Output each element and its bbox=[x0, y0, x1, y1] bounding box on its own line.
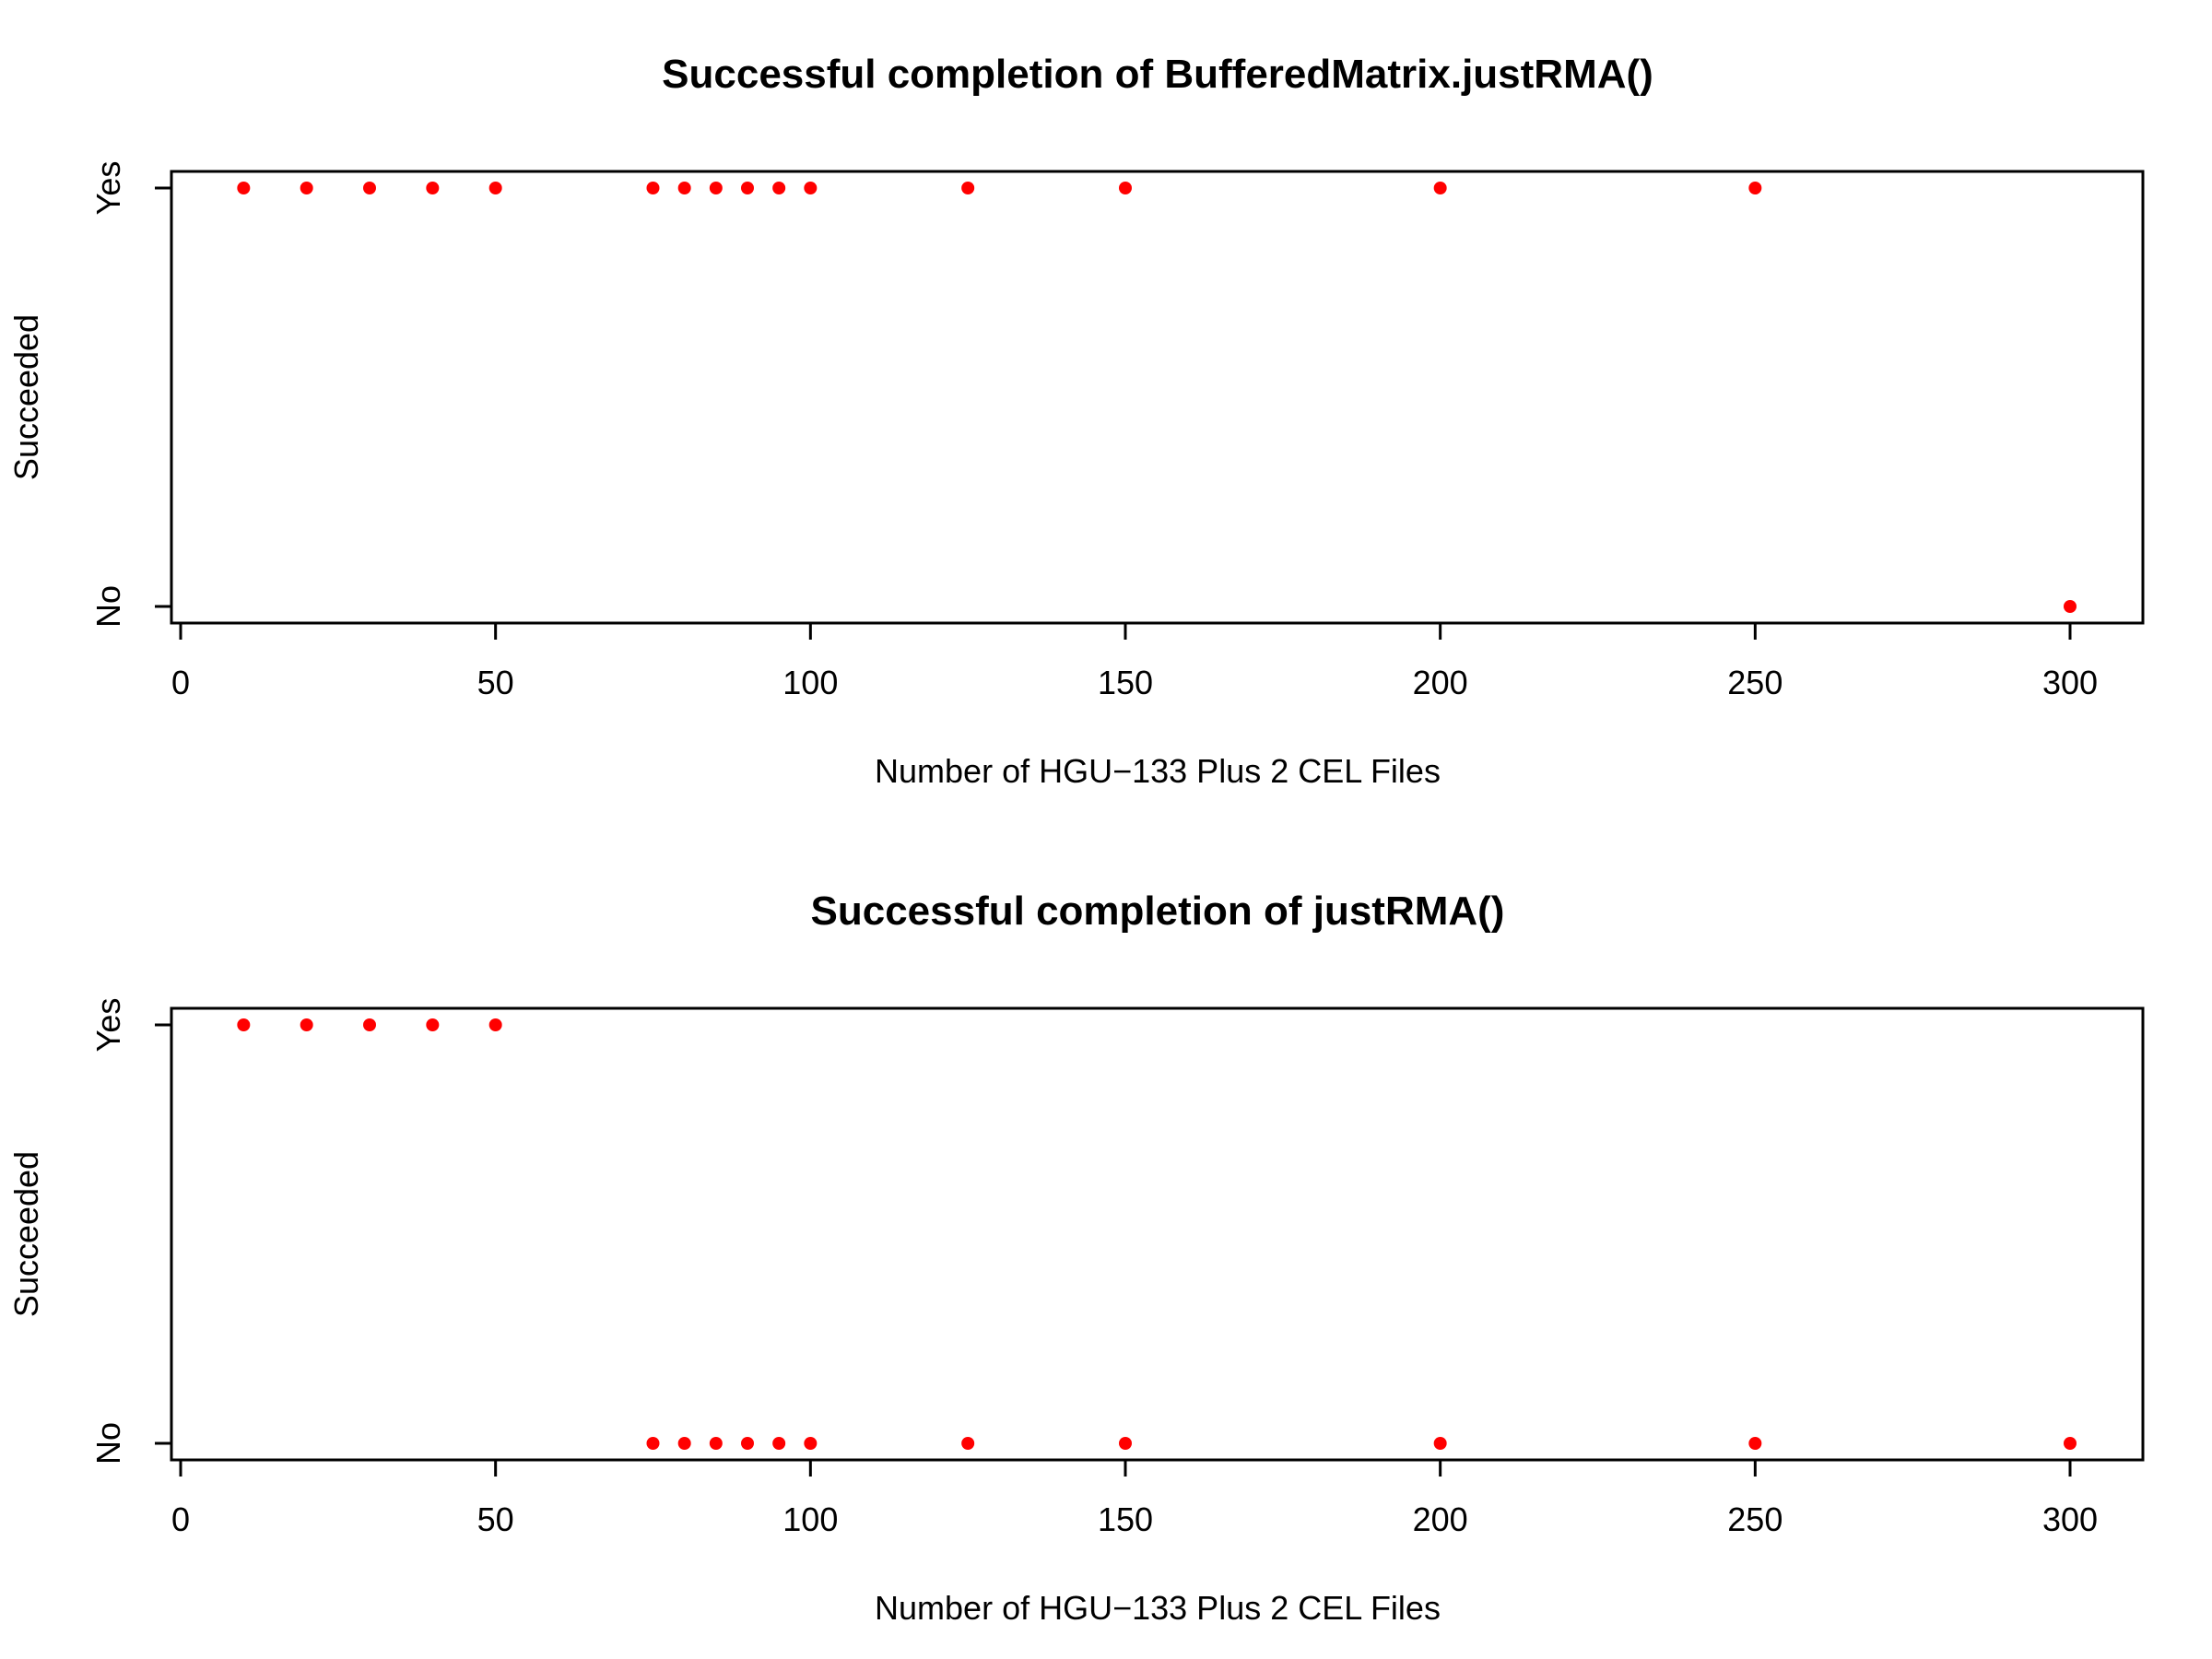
data-point bbox=[646, 182, 660, 194]
data-point bbox=[363, 1018, 376, 1031]
data-point bbox=[804, 182, 818, 194]
data-point bbox=[1433, 182, 1447, 194]
x-tick-label: 250 bbox=[1727, 664, 1783, 701]
data-point bbox=[1119, 182, 1132, 194]
data-point bbox=[1748, 182, 1762, 194]
x-tick-label: 200 bbox=[1413, 1500, 1468, 1538]
data-point bbox=[2064, 600, 2077, 613]
data-point bbox=[488, 1018, 502, 1031]
x-tick-label: 50 bbox=[477, 664, 514, 701]
data-point bbox=[709, 182, 723, 194]
y-tick-label: Yes bbox=[89, 998, 127, 1053]
data-point bbox=[363, 182, 376, 194]
data-point bbox=[961, 1437, 975, 1450]
chart-title: Successful completion of justRMA() bbox=[811, 888, 1505, 934]
x-axis-label: Number of HGU−133 Plus 2 CEL Files bbox=[875, 752, 1441, 790]
x-tick-label: 50 bbox=[477, 1500, 514, 1538]
data-point bbox=[677, 1437, 691, 1450]
data-point bbox=[488, 182, 502, 194]
data-point bbox=[237, 1018, 251, 1031]
x-tick-label: 300 bbox=[2042, 664, 2098, 701]
data-point bbox=[300, 1018, 313, 1031]
x-tick-label: 0 bbox=[171, 1500, 190, 1538]
data-point bbox=[300, 182, 313, 194]
chart-title: Successful completion of BufferedMatrix.… bbox=[662, 52, 1653, 97]
data-point bbox=[1119, 1437, 1132, 1450]
x-axis-ticks: 0 50 100 150 200 250 300 bbox=[171, 623, 2098, 701]
data-point bbox=[2064, 1437, 2077, 1450]
data-point bbox=[741, 182, 754, 194]
panel-just-rma: Successful completion of justRMA() 0 50 10… bbox=[7, 888, 2145, 1627]
data-point bbox=[237, 182, 251, 194]
x-tick-label: 100 bbox=[782, 1500, 838, 1538]
x-tick-label: 0 bbox=[171, 664, 190, 701]
x-tick-label: 150 bbox=[1098, 1500, 1153, 1538]
data-point bbox=[426, 182, 440, 194]
plot-frame bbox=[170, 170, 2145, 625]
data-point bbox=[804, 1437, 818, 1450]
data-point bbox=[1433, 1437, 1447, 1450]
y-tick-label: No bbox=[89, 585, 127, 628]
x-tick-label: 250 bbox=[1727, 1500, 1783, 1538]
y-axis-ticks: No Yes bbox=[89, 161, 171, 628]
x-axis-ticks: 0 50 100 150 200 250 300 bbox=[171, 1460, 2098, 1538]
data-point bbox=[772, 1437, 786, 1450]
x-tick-label: 200 bbox=[1413, 664, 1468, 701]
x-tick-label: 100 bbox=[782, 664, 838, 701]
data-point bbox=[961, 182, 975, 194]
y-axis-label: Succeeded bbox=[7, 314, 45, 480]
x-tick-label: 150 bbox=[1098, 664, 1153, 701]
panel-buffered-matrix: Successful completion of BufferedMatrix.… bbox=[7, 52, 2145, 790]
data-point bbox=[741, 1437, 754, 1450]
plot-frame bbox=[170, 1006, 2145, 1462]
x-axis-label: Number of HGU−133 Plus 2 CEL Files bbox=[875, 1589, 1441, 1627]
data-point bbox=[1748, 1437, 1762, 1450]
data-point bbox=[677, 182, 691, 194]
data-point bbox=[772, 182, 786, 194]
data-point bbox=[426, 1018, 440, 1031]
data-points bbox=[237, 182, 2077, 613]
data-points bbox=[237, 1018, 2077, 1450]
y-tick-label: No bbox=[89, 1422, 127, 1465]
y-tick-label: Yes bbox=[89, 161, 127, 216]
data-point bbox=[646, 1437, 660, 1450]
y-axis-label: Succeeded bbox=[7, 1151, 45, 1317]
data-point bbox=[709, 1437, 723, 1450]
x-tick-label: 300 bbox=[2042, 1500, 2098, 1538]
y-axis-ticks: No Yes bbox=[89, 998, 171, 1465]
